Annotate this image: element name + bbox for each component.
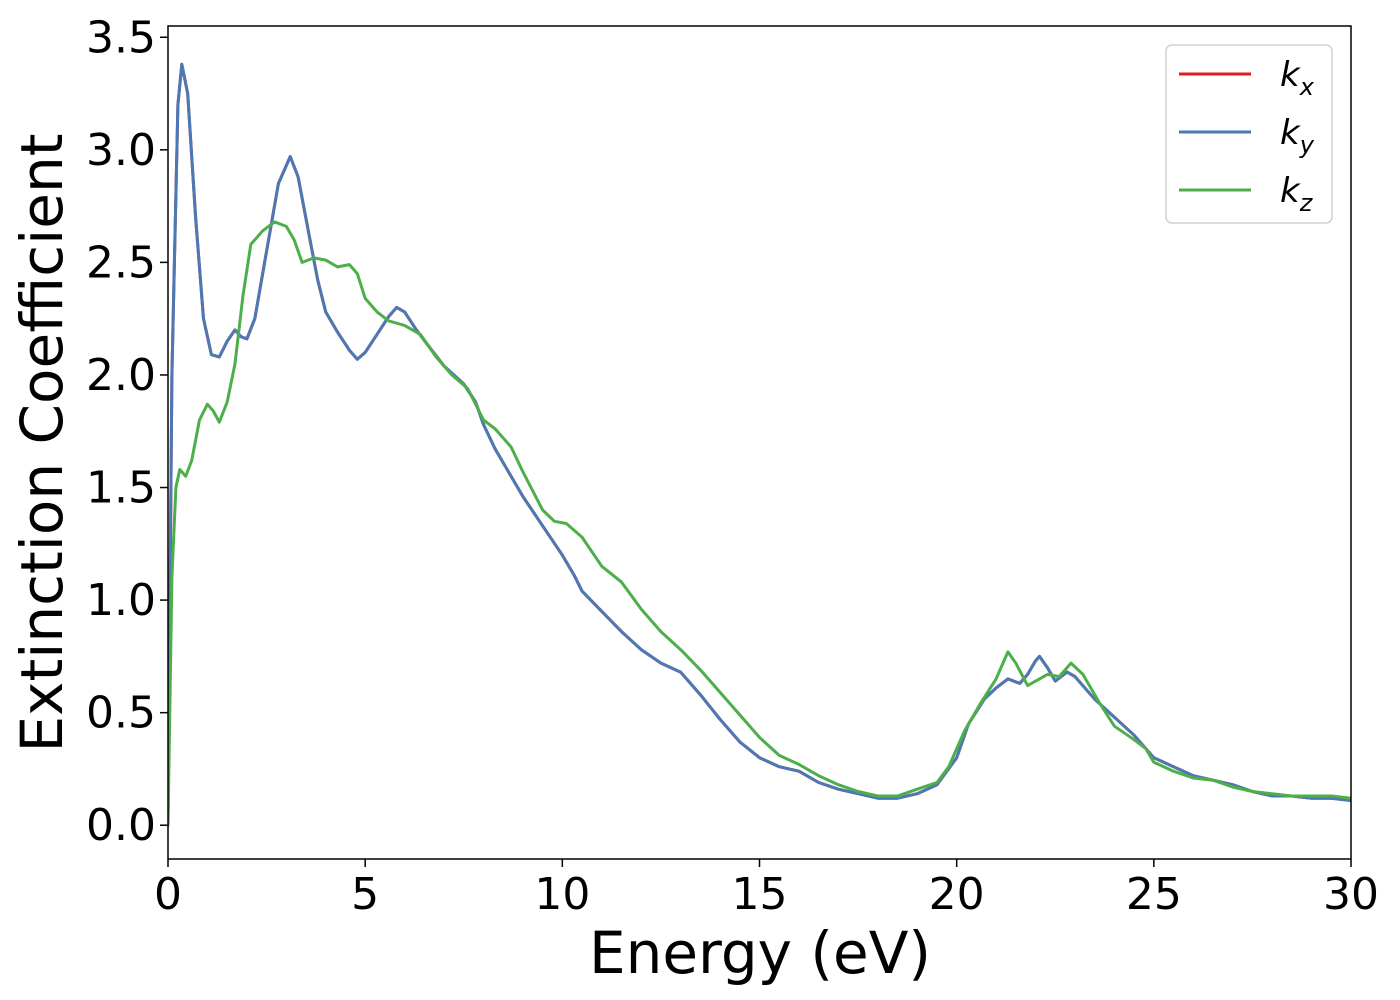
series-layer [168,62,1351,827]
x-tick-label: 10 [534,869,590,920]
y-axis-label: Extinction Coefficient [8,134,76,753]
x-axis-label: Energy (eV) [589,919,931,987]
y-tick-label: 0.0 [86,800,156,851]
x-tick-label: 20 [929,869,985,920]
y-tick-label: 3.0 [86,125,156,176]
series-line-z [168,220,1351,827]
legend-label-z: kz [1280,171,1314,217]
y-tick-label: 3.5 [86,12,156,63]
y-tick-label: 2.0 [86,350,156,401]
legend: kx ky kz [1165,44,1333,224]
series-line-y [168,62,1351,827]
x-tick-label: 5 [351,869,379,920]
ticks-layer: 0 5 10 15 20 25 30 0.0 0.5 1.0 1.5 2.0 2.5 3.0 3.5 [86,12,1379,920]
legend-label-y: ky [1280,113,1315,159]
x-tick-label: 15 [732,869,788,920]
x-tick-label: 25 [1126,869,1182,920]
y-tick-label: 0.5 [86,688,156,739]
y-tick-label: 2.5 [86,237,156,288]
y-tick-label: 1.0 [86,575,156,626]
legend-label-x: kx [1280,55,1315,101]
y-tick-label: 1.5 [86,463,156,514]
x-tick-label: 30 [1323,869,1379,920]
x-tick-label: 0 [154,869,182,920]
legend-box [1165,44,1333,224]
